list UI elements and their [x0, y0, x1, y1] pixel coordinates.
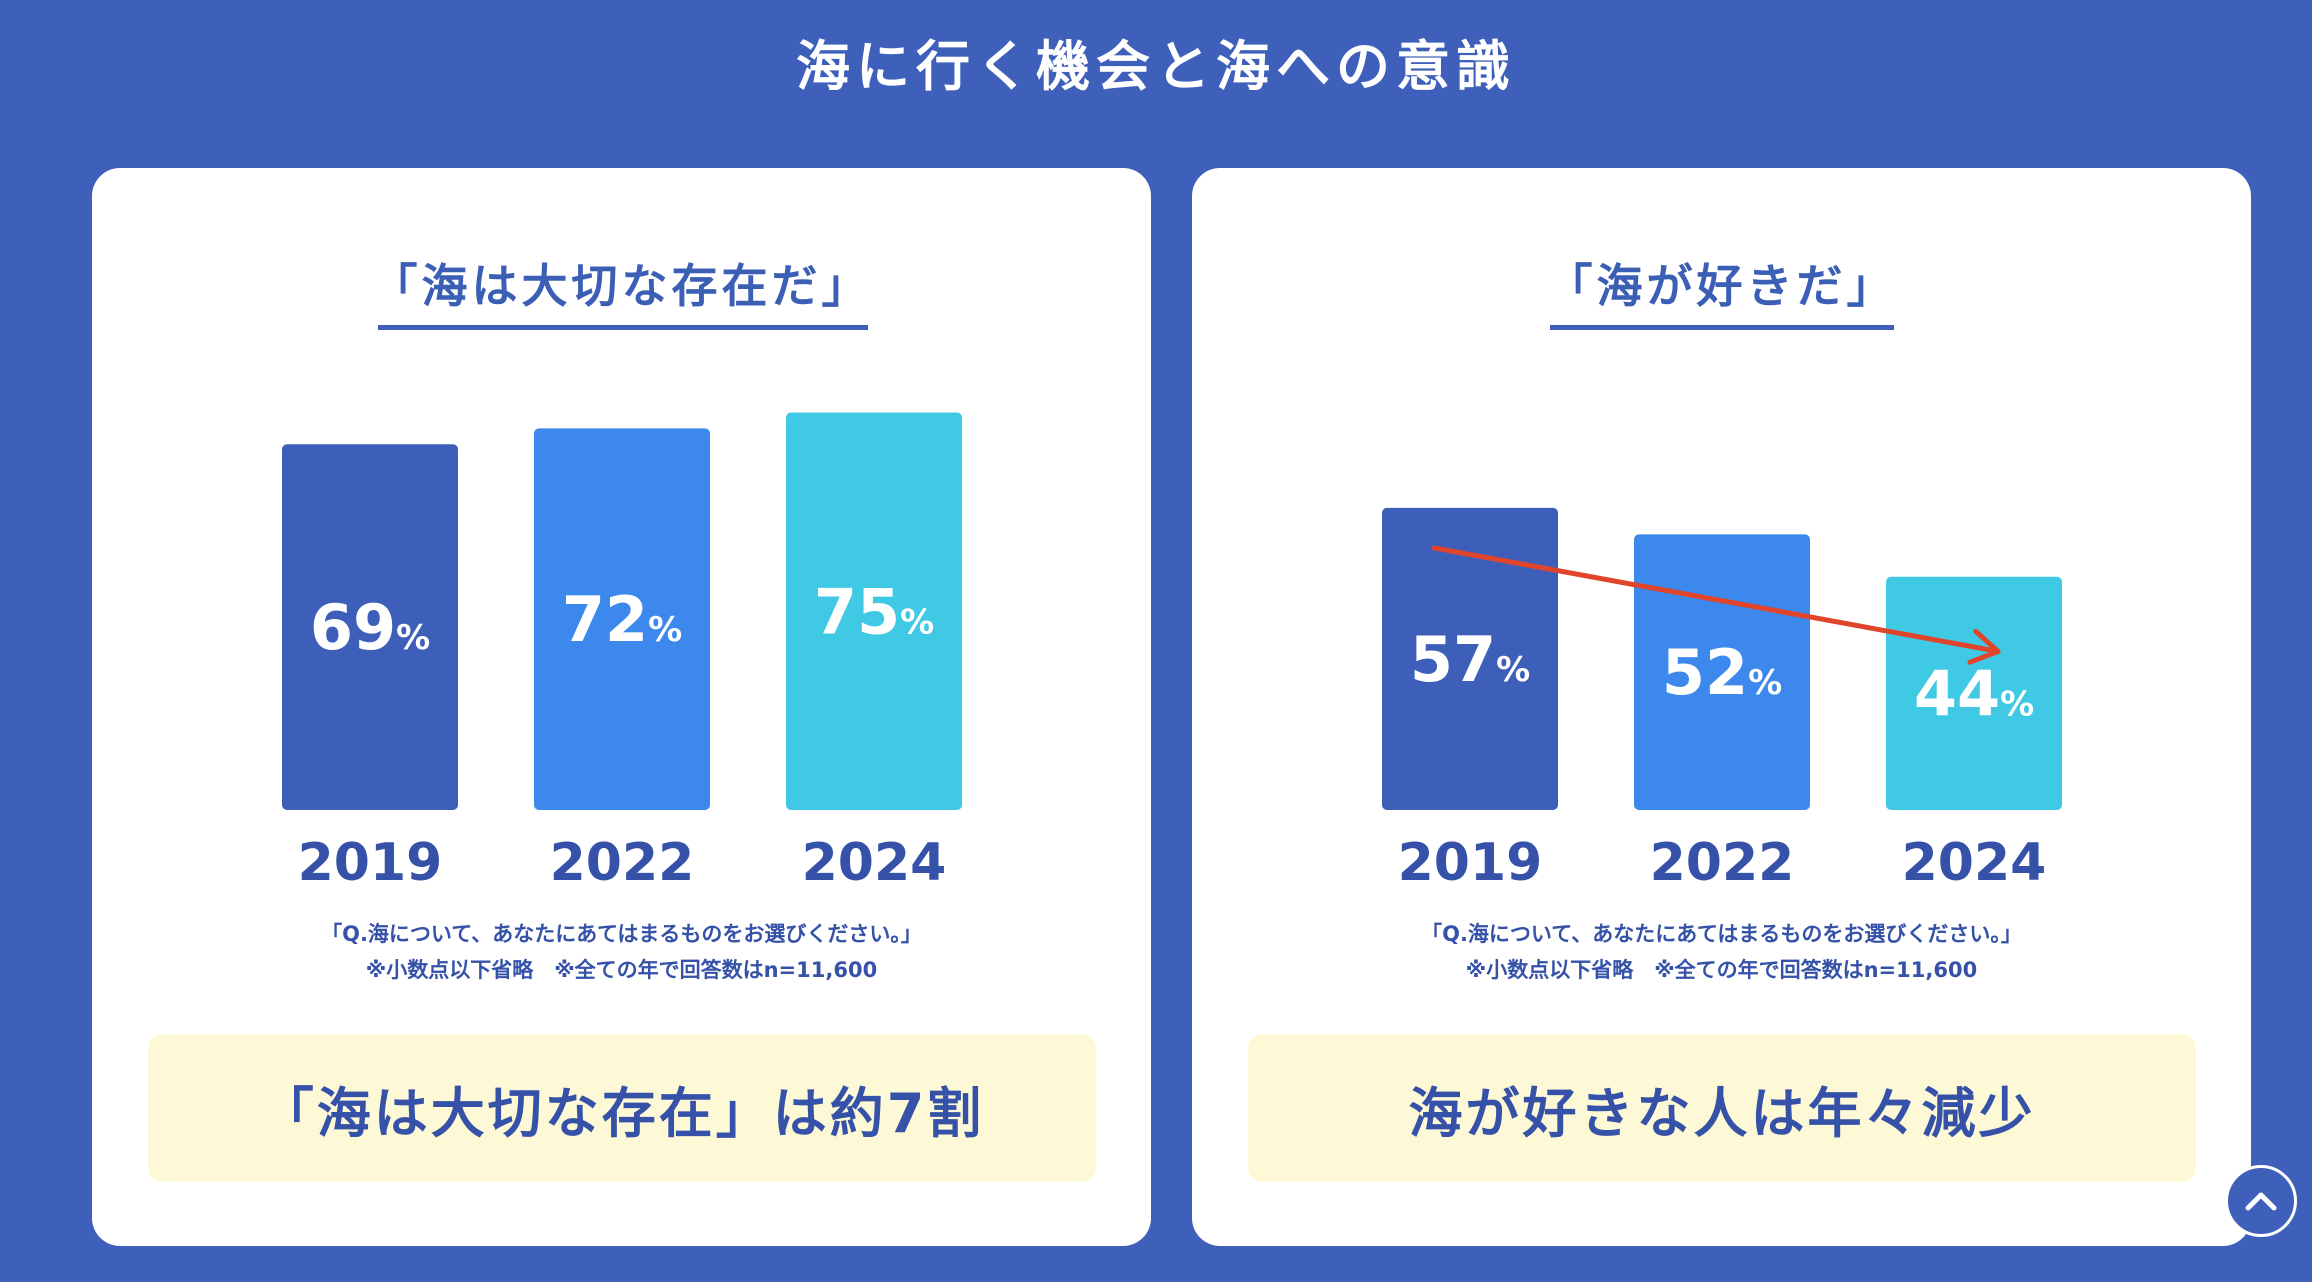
bar-value-label: 72%: [562, 583, 682, 656]
bar-value-label: 52%: [1662, 636, 1782, 709]
title-underline: [378, 325, 868, 330]
trend-arrow-line: [1431, 545, 2001, 654]
bar-chart-like: 57% 2019 52% 2022 44% 2024: [1382, 507, 2062, 893]
bar-2022: [1634, 534, 1810, 810]
question-note: 「Q.海について、あなたにあてはまるものをお選びください。」: [321, 922, 922, 946]
summary-banner: 「海は大切な存在」は約7割: [148, 1034, 1096, 1182]
bar-value-label: 69%: [310, 591, 430, 664]
year-label: 2019: [298, 833, 443, 893]
page-title: 海に行く機会と海への意識: [796, 35, 1516, 98]
bar-chart-important: 69% 2019 72% 2022 75% 2024: [282, 412, 962, 893]
trend-arrow-head: [1967, 628, 2001, 665]
card-like: 「海が好きだ」 57% 2019 52% 2022 44% 2024 「Q.海について、あ…: [1192, 168, 2251, 1246]
bar-value-label: 75%: [814, 575, 934, 648]
year-label: 2024: [1902, 833, 2047, 893]
scroll-top-button[interactable]: [2225, 1165, 2297, 1237]
card-important: 「海は大切な存在だ」 69% 2019 72% 2022 75% 2024 「Q.海につい…: [92, 168, 1151, 1246]
year-label: 2022: [1650, 833, 1795, 893]
bar-value-label: 44%: [1914, 657, 2034, 730]
bar-2019: [1382, 507, 1558, 810]
year-label: 2022: [550, 833, 695, 893]
summary-banner: 海が好きな人は年々減少: [1248, 1034, 2196, 1182]
chart-title: 「海は大切な存在だ」: [371, 259, 872, 313]
year-label: 2019: [1398, 833, 1543, 893]
year-label: 2024: [802, 833, 947, 893]
question-note: 「Q.海について、あなたにあてはまるものをお選びください。」: [1421, 922, 2022, 946]
bar-2024: [1886, 576, 2062, 810]
bar-2024: [786, 412, 962, 810]
sample-note: ※小数点以下省略 ※全ての年で回答数はn=11,600: [365, 958, 878, 982]
sample-note: ※小数点以下省略 ※全ての年で回答数はn=11,600: [1465, 958, 1978, 982]
chevron-up-icon: [2245, 1192, 2277, 1211]
title-underline: [1550, 325, 1894, 330]
chart-title: 「海が好きだ」: [1546, 259, 1897, 313]
bar-2022: [534, 428, 710, 810]
bar-2019: [282, 444, 458, 810]
bar-value-label: 57%: [1410, 623, 1530, 696]
